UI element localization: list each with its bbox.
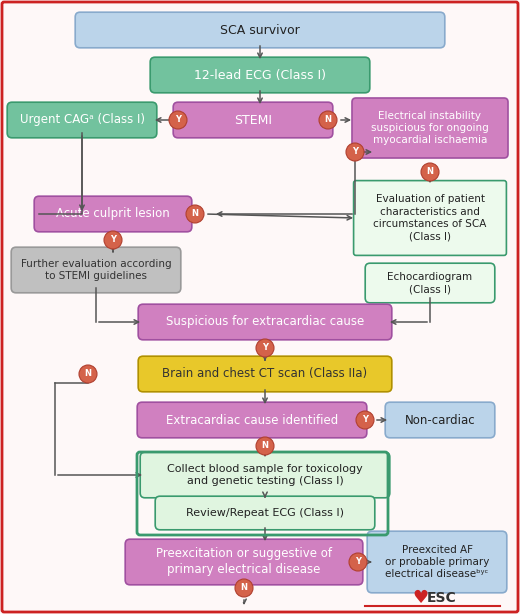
Circle shape [256,437,274,455]
Text: Review/Repeat ECG (Class I): Review/Repeat ECG (Class I) [186,508,344,518]
Text: N: N [324,115,332,125]
FancyBboxPatch shape [11,247,181,293]
Text: Y: Y [110,236,116,244]
Text: Acute culprit lesion: Acute culprit lesion [56,208,170,220]
Text: N: N [240,583,248,593]
FancyBboxPatch shape [138,356,392,392]
Text: SCA survivor: SCA survivor [220,23,300,36]
Circle shape [169,111,187,129]
FancyBboxPatch shape [137,402,367,438]
Text: Urgent CAGᵃ (Class I): Urgent CAGᵃ (Class I) [20,114,145,126]
Text: STEMI: STEMI [234,114,272,126]
FancyBboxPatch shape [173,102,333,138]
Text: Brain and chest CT scan (Class IIa): Brain and chest CT scan (Class IIa) [162,368,368,381]
FancyBboxPatch shape [140,452,390,498]
FancyBboxPatch shape [75,12,445,48]
FancyBboxPatch shape [125,539,363,585]
Circle shape [186,205,204,223]
FancyBboxPatch shape [365,263,495,303]
Text: 12-lead ECG (Class I): 12-lead ECG (Class I) [194,69,326,82]
FancyBboxPatch shape [138,304,392,340]
Circle shape [256,339,274,357]
Circle shape [349,553,367,571]
FancyBboxPatch shape [150,57,370,93]
Text: ♥: ♥ [412,589,428,607]
Text: Extracardiac cause identified: Extracardiac cause identified [166,413,338,427]
FancyBboxPatch shape [352,98,508,158]
Text: Y: Y [355,558,361,567]
Circle shape [421,163,439,181]
Circle shape [235,579,253,597]
Circle shape [79,365,97,383]
Circle shape [356,411,374,429]
Text: Suspicious for extracardiac cause: Suspicious for extracardiac cause [166,316,364,328]
Circle shape [319,111,337,129]
Text: Preexcited AF
or probable primary
electrical diseaseᵇʸᶜ: Preexcited AF or probable primary electr… [385,545,489,580]
Text: Echocardiogram
(Class I): Echocardiogram (Class I) [387,272,473,294]
Text: Evaluation of patient
characteristics and
circumstances of SCA
(Class I): Evaluation of patient characteristics an… [373,195,487,241]
Text: N: N [84,370,92,378]
Text: Y: Y [262,343,268,352]
FancyBboxPatch shape [34,196,192,232]
Text: N: N [426,168,434,176]
FancyBboxPatch shape [354,181,506,255]
Text: Y: Y [352,147,358,157]
Text: Non-cardiac: Non-cardiac [405,413,475,427]
Text: Y: Y [175,115,181,125]
Text: ESC: ESC [427,591,457,605]
Text: Y: Y [362,416,368,424]
Text: N: N [191,209,199,219]
Text: Collect blood sample for toxicology
and genetic testing (Class I): Collect blood sample for toxicology and … [167,464,363,486]
Circle shape [104,231,122,249]
FancyBboxPatch shape [155,496,375,530]
Circle shape [346,143,364,161]
FancyBboxPatch shape [367,531,507,593]
Text: N: N [262,441,268,451]
Text: Electrical instability
suspicious for ongoing
myocardial ischaemia: Electrical instability suspicious for on… [371,111,489,146]
FancyBboxPatch shape [385,402,495,438]
Text: Preexcitation or suggestive of
primary electrical disease: Preexcitation or suggestive of primary e… [156,548,332,577]
Text: Further evaluation according
to STEMI guidelines: Further evaluation according to STEMI gu… [21,258,171,281]
FancyBboxPatch shape [7,102,157,138]
